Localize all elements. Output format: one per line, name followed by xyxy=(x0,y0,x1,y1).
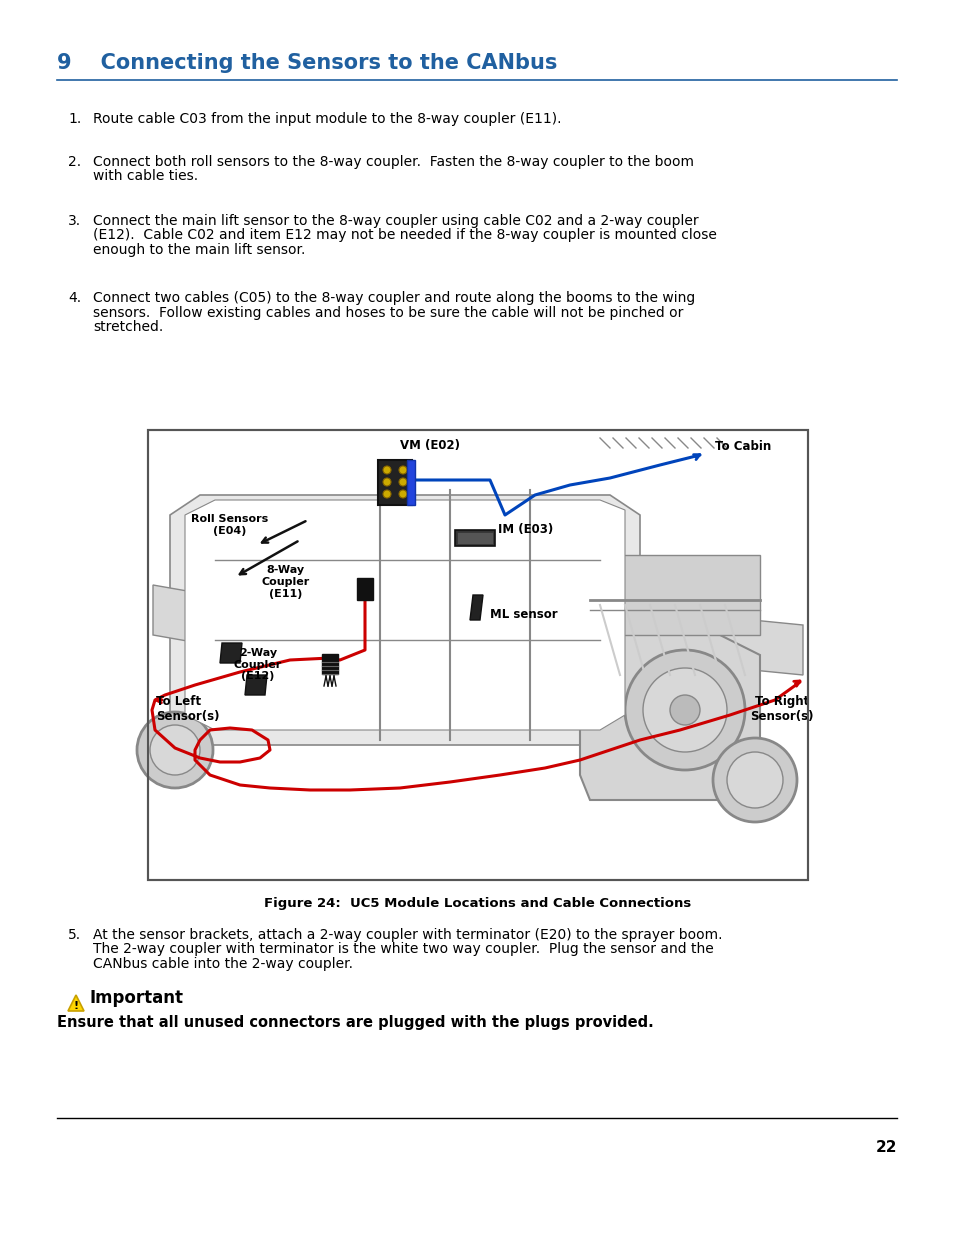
Circle shape xyxy=(137,713,213,788)
Text: Route cable C03 from the input module to the 8-way coupler (E11).: Route cable C03 from the input module to… xyxy=(92,112,561,126)
Circle shape xyxy=(382,466,391,474)
Circle shape xyxy=(398,466,407,474)
Text: 1.: 1. xyxy=(68,112,81,126)
Bar xyxy=(356,578,373,600)
Circle shape xyxy=(382,478,391,487)
Text: enough to the main lift sensor.: enough to the main lift sensor. xyxy=(92,243,305,257)
Text: stretched.: stretched. xyxy=(92,320,163,333)
Polygon shape xyxy=(599,605,802,676)
Polygon shape xyxy=(470,595,482,620)
Text: The 2-way coupler with terminator is the white two way coupler.  Plug the sensor: The 2-way coupler with terminator is the… xyxy=(92,942,713,956)
Text: 3.: 3. xyxy=(68,214,81,228)
Text: To Cabin: To Cabin xyxy=(714,441,770,453)
Text: Roll Sensors
(E04): Roll Sensors (E04) xyxy=(192,514,269,536)
Text: At the sensor brackets, attach a 2-way coupler with terminator (E20) to the spra: At the sensor brackets, attach a 2-way c… xyxy=(92,927,721,942)
Text: VM (E02): VM (E02) xyxy=(399,438,459,452)
Bar xyxy=(148,430,807,881)
Text: 9    Connecting the Sensors to the CANbus: 9 Connecting the Sensors to the CANbus xyxy=(57,53,557,73)
Circle shape xyxy=(624,650,744,769)
Circle shape xyxy=(382,490,391,498)
Text: 5.: 5. xyxy=(68,927,81,942)
Circle shape xyxy=(712,739,796,823)
Polygon shape xyxy=(68,995,84,1011)
Text: 2-Way
Coupler
(E12): 2-Way Coupler (E12) xyxy=(233,648,282,682)
Text: Connect the main lift sensor to the 8-way coupler using cable C02 and a 2-way co: Connect the main lift sensor to the 8-wa… xyxy=(92,214,698,228)
Text: !: ! xyxy=(73,1002,78,1011)
Text: 8-Way
Coupler
(E11): 8-Way Coupler (E11) xyxy=(261,566,310,599)
Bar xyxy=(407,459,415,505)
Text: 4.: 4. xyxy=(68,291,81,305)
Text: Connect two cables (C05) to the 8-way coupler and route along the booms to the w: Connect two cables (C05) to the 8-way co… xyxy=(92,291,695,305)
Text: To Left
Sensor(s): To Left Sensor(s) xyxy=(156,695,219,722)
Polygon shape xyxy=(170,495,639,745)
Circle shape xyxy=(150,725,200,776)
Bar xyxy=(455,530,495,546)
Text: Important: Important xyxy=(90,989,184,1007)
Text: (E12).  Cable C02 and item E12 may not be needed if the 8-way coupler is mounted: (E12). Cable C02 and item E12 may not be… xyxy=(92,228,716,242)
Text: 2.: 2. xyxy=(68,156,81,169)
Text: with cable ties.: with cable ties. xyxy=(92,169,198,184)
Circle shape xyxy=(642,668,726,752)
Text: CANbus cable into the 2-way coupler.: CANbus cable into the 2-way coupler. xyxy=(92,957,353,971)
Polygon shape xyxy=(579,625,760,800)
Text: sensors.  Follow existing cables and hoses to be sure the cable will not be pinc: sensors. Follow existing cables and hose… xyxy=(92,305,682,320)
Polygon shape xyxy=(152,585,210,645)
Polygon shape xyxy=(185,500,624,730)
Circle shape xyxy=(398,490,407,498)
Text: To Right
Sensor(s): To Right Sensor(s) xyxy=(749,695,813,722)
Bar xyxy=(322,655,337,674)
Text: IM (E03): IM (E03) xyxy=(497,524,553,536)
Bar xyxy=(148,430,807,881)
Polygon shape xyxy=(589,555,760,635)
Circle shape xyxy=(669,695,700,725)
Circle shape xyxy=(726,752,782,808)
Bar xyxy=(377,459,412,505)
Text: Connect both roll sensors to the 8-way coupler.  Fasten the 8-way coupler to the: Connect both roll sensors to the 8-way c… xyxy=(92,156,693,169)
Polygon shape xyxy=(220,643,242,663)
Text: ML sensor: ML sensor xyxy=(490,608,558,620)
Text: 22: 22 xyxy=(875,1140,896,1155)
Polygon shape xyxy=(245,676,267,695)
Text: Ensure that all unused connectors are plugged with the plugs provided.: Ensure that all unused connectors are pl… xyxy=(57,1015,653,1030)
Bar xyxy=(456,532,493,543)
Circle shape xyxy=(398,478,407,487)
Text: Figure 24:  UC5 Module Locations and Cable Connections: Figure 24: UC5 Module Locations and Cabl… xyxy=(264,897,691,910)
